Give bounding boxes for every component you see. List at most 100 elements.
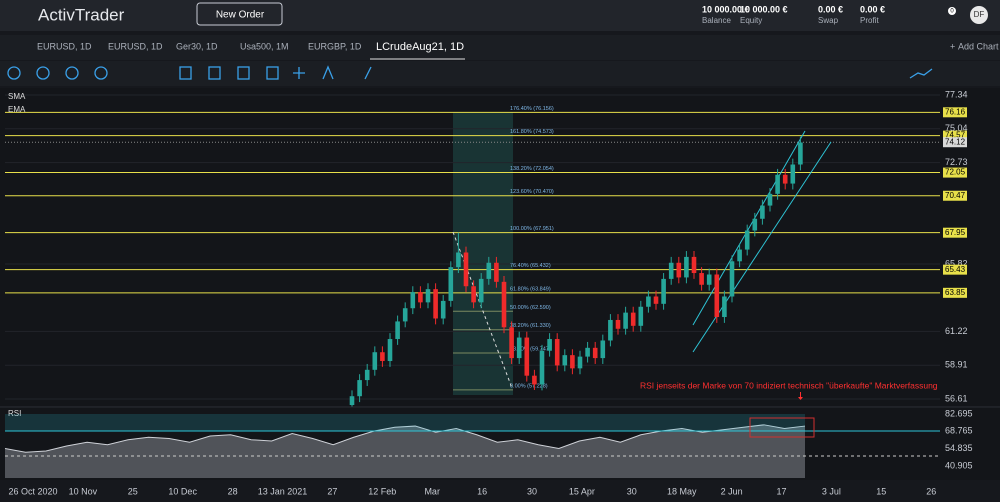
- tab[interactable]: Usa500, 1M: [240, 41, 289, 51]
- x-tick-label: 15 Apr: [569, 486, 595, 496]
- tab-bar: [0, 35, 1000, 60]
- add-chart[interactable]: Add Chart: [958, 41, 999, 51]
- y-tick-label: 75.04: [945, 123, 968, 133]
- stat-label: Equity: [740, 16, 762, 25]
- toolbar: [0, 61, 1000, 86]
- y-tick-label: 56.61: [945, 393, 968, 403]
- candle-body: [706, 274, 712, 285]
- stat-label: Profit: [860, 16, 879, 25]
- price-marker-label: 74.57: [945, 131, 966, 140]
- logo: ActivTrader: [38, 5, 125, 24]
- annotation-arrow: [798, 392, 803, 400]
- candle-body: [577, 356, 583, 369]
- candle-body: [372, 352, 378, 370]
- badge-bg: [948, 7, 956, 15]
- candle-body: [418, 292, 423, 303]
- candle-body: [494, 262, 499, 282]
- candle-body: [486, 262, 492, 279]
- candle-body: [699, 273, 704, 285]
- candle-body: [767, 193, 773, 206]
- x-tick-label: 30: [527, 486, 537, 496]
- add-chart-plus[interactable]: +: [950, 41, 955, 51]
- rsi-area: [5, 424, 805, 478]
- x-tick-label: 30: [627, 486, 637, 496]
- top-bar: [0, 0, 1000, 31]
- candle-body: [661, 278, 666, 304]
- price-marker: [943, 130, 967, 141]
- price-marker: [943, 227, 967, 238]
- annotation: RSI jenseits der Marke von 70 indiziert …: [640, 380, 938, 390]
- x-tick-label: 28: [228, 486, 238, 496]
- candle-body: [585, 347, 590, 357]
- tab[interactable]: LCrudeAug21, 1D: [376, 41, 464, 53]
- candle-body: [744, 230, 750, 250]
- candle-body: [524, 337, 530, 376]
- stat-value: 0.00 €: [818, 4, 843, 14]
- rsi-tick-label: 68.765: [945, 426, 973, 436]
- avatar-bg[interactable]: [970, 6, 988, 24]
- candle-body: [752, 218, 758, 231]
- rsi-tick-label: 82.695: [945, 408, 973, 418]
- candle-body: [570, 355, 575, 369]
- candle-body: [463, 252, 469, 287]
- candle-body: [440, 300, 446, 319]
- candle-body: [615, 319, 621, 329]
- tab[interactable]: Ger30, 1D: [176, 41, 218, 51]
- candle-body: [775, 174, 780, 194]
- last-price-marker: [943, 137, 967, 148]
- fib-label: 50.00% (62.590): [510, 305, 551, 311]
- y-tick-label: 77.34: [945, 89, 968, 99]
- price-marker-label: 70.47: [945, 191, 966, 200]
- stat-value: 0.00 €: [860, 4, 885, 14]
- last-price-label: 74.12: [945, 137, 966, 146]
- new-order-button[interactable]: New Order: [196, 2, 283, 26]
- x-tick-label: 2 Jun: [721, 486, 743, 496]
- fib-label: 100.00% (67.951): [510, 226, 554, 232]
- price-marker-label: 65.43: [945, 265, 966, 274]
- candle-body: [798, 142, 803, 165]
- candle-body: [714, 274, 720, 318]
- candle-body: [387, 339, 393, 362]
- x-tick-label: 16: [477, 486, 487, 496]
- fib-label: 61.80% (63.849): [510, 286, 551, 292]
- avatar[interactable]: DF: [974, 10, 985, 19]
- new-order-label[interactable]: New Order: [216, 10, 265, 21]
- x-tick-label: Mar: [424, 486, 440, 496]
- stat-label: Swap: [818, 16, 839, 25]
- candle-body: [684, 256, 689, 278]
- x-tick-label: 25: [128, 486, 138, 496]
- fib-label: 123.60% (70.470): [510, 189, 554, 195]
- fib-label: 76.40% (65.432): [510, 263, 551, 269]
- rsi-overbought: [5, 414, 805, 431]
- candle-body: [729, 261, 735, 297]
- tab[interactable]: EURGBP, 1D: [308, 41, 362, 51]
- candle-body: [760, 205, 765, 219]
- tab[interactable]: EURUSD, 1D: [37, 41, 92, 51]
- candle-body: [691, 256, 697, 274]
- channel-line: [692, 130, 806, 326]
- fib-zone: [453, 112, 513, 395]
- stat-label: Balance: [702, 16, 731, 25]
- candle-body: [501, 281, 507, 328]
- candle-body: [668, 262, 674, 279]
- tab[interactable]: EURUSD, 1D: [108, 41, 163, 51]
- candle-body: [608, 319, 613, 341]
- candle-body: [509, 327, 514, 359]
- candle-body: [653, 296, 659, 304]
- fib-label: 38.20% (61.330): [510, 323, 551, 329]
- candle-body: [532, 375, 537, 385]
- x-tick-label: 10 Dec: [168, 486, 197, 496]
- y-tick-label: 58.91: [945, 360, 968, 370]
- price-marker: [943, 107, 967, 118]
- price-marker: [943, 264, 967, 275]
- fib-label: 176.40% (76.156): [510, 106, 554, 112]
- candle-body: [402, 308, 408, 322]
- candle-body: [630, 312, 636, 326]
- x-tick-label: 18 May: [667, 486, 697, 496]
- x-tick-label: 13 Jan 2021: [258, 486, 308, 496]
- candle-body: [623, 312, 628, 329]
- candle-body: [433, 289, 438, 319]
- rsi-tick-label: 40.905: [945, 460, 973, 470]
- badge: 0: [950, 9, 954, 15]
- price-marker: [943, 287, 967, 298]
